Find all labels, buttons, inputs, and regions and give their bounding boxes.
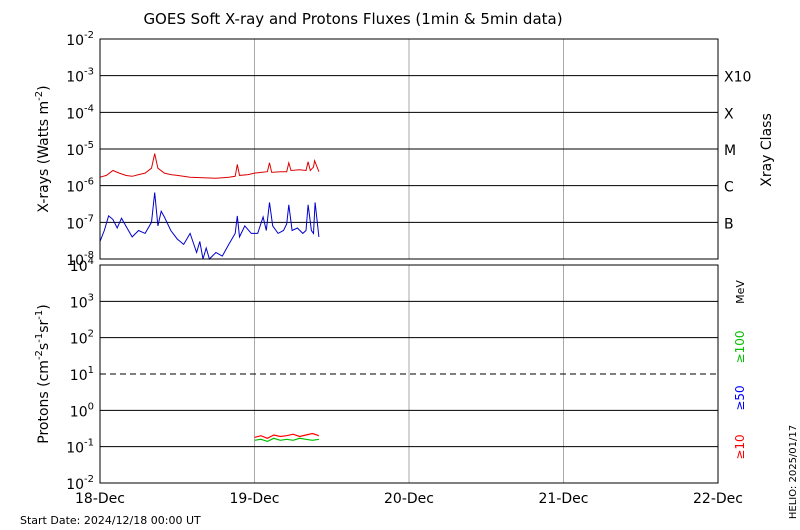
xray-y-tick-label: 10-6 xyxy=(66,177,94,196)
proton-y-tick-label: 102 xyxy=(70,329,94,348)
xray-y-tick-label: 10-7 xyxy=(66,213,94,232)
xray-y-axis-label: X-rays (Watts m-2) xyxy=(34,85,52,212)
xray-class-label: M xyxy=(724,143,736,159)
xray-class-labels: X10 X M C B xyxy=(724,70,751,233)
xray-gridlines xyxy=(100,39,718,259)
proton-y-tick-label: 10-1 xyxy=(66,438,94,457)
xray-short-series-line xyxy=(99,192,320,260)
xray-class-label: C xyxy=(724,180,734,196)
xray-panel: 10-2 10-3 10-4 10-5 10-6 10-7 10-8 X10 X M C B X-r… xyxy=(34,30,775,269)
proton-y-tick-labels: 104 103 102 101 100 10-1 10-2 xyxy=(66,256,94,493)
proton-y-tick-label: 103 xyxy=(70,292,94,311)
proton-p10-series-line xyxy=(254,432,320,439)
legend-p10: ≥10 xyxy=(733,434,747,459)
proton-y-tick-label: 10-2 xyxy=(66,474,94,493)
xray-long-series-line xyxy=(99,153,320,179)
proton-series xyxy=(254,432,320,443)
proton-y-tick-label: 104 xyxy=(70,256,94,275)
chart-title: GOES Soft X-ray and Protons Fluxes (1min… xyxy=(143,10,562,28)
xray-class-label: X10 xyxy=(724,70,751,86)
proton-y-tick-label: 100 xyxy=(70,401,94,420)
xray-plot-frame xyxy=(99,38,719,260)
xray-y-tick-label: 10-4 xyxy=(66,103,94,122)
x-tick-label: 18-Dec xyxy=(75,491,125,507)
xray-class-label: B xyxy=(724,216,734,232)
proton-y-tick-label: 101 xyxy=(70,365,94,384)
proton-y-axis-label: Protons (cm-2s-1sr-1) xyxy=(34,304,52,443)
proton-p100-series-line xyxy=(254,437,319,443)
x-tick-label: 20-Dec xyxy=(384,491,434,507)
xray-y-tick-label: 10-3 xyxy=(66,67,94,86)
start-date-label: Start Date: 2024/12/18 00:00 UT xyxy=(20,514,201,527)
x-tick-label: 19-Dec xyxy=(230,491,280,507)
proton-energy-unit: MeV xyxy=(734,280,747,304)
xray-y-tick-label: 10-8 xyxy=(66,250,94,269)
xray-series xyxy=(99,153,320,260)
x-tick-label: 21-Dec xyxy=(539,491,589,507)
xray-class-label: X xyxy=(724,106,734,122)
proton-plot-frame xyxy=(99,264,719,484)
legend-p100: ≥100 xyxy=(733,331,747,364)
xray-y-tick-label: 10-5 xyxy=(66,140,94,159)
proton-panel: 104 103 102 101 100 10-1 10-2 Protons (cm-2s-1… xyxy=(34,256,747,493)
xray-y-tick-label: 10-2 xyxy=(66,30,94,49)
xray-y-tick-labels: 10-2 10-3 10-4 10-5 10-6 10-7 10-8 xyxy=(66,30,94,269)
xray-class-axis-label: Xray Class xyxy=(759,113,775,187)
legend-p50: ≥50 xyxy=(733,385,747,410)
x-tick-labels: 18-Dec 19-Dec 20-Dec 21-Dec 22-Dec xyxy=(75,491,743,507)
credit-label: HELIO: 2025/01/17 xyxy=(788,425,799,519)
proton-gridlines xyxy=(100,265,718,483)
x-tick-label: 22-Dec xyxy=(693,491,743,507)
